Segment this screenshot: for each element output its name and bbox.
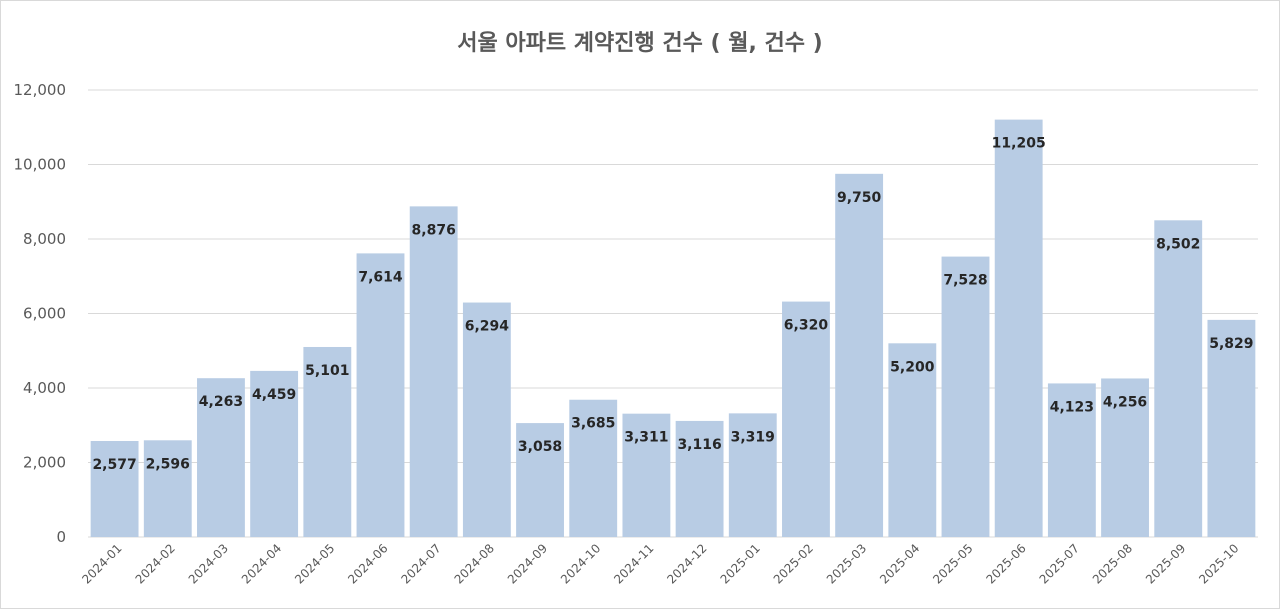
bar: [356, 253, 405, 538]
bar: [1154, 220, 1203, 537]
y-tick-label: 4,000: [23, 379, 66, 397]
data-label: 5,829: [1209, 336, 1253, 352]
x-tick-label: 2025-09: [1143, 541, 1188, 586]
bar: [888, 343, 937, 537]
bar: [1047, 383, 1096, 537]
x-tick-label: 2024-05: [292, 541, 337, 586]
data-label: 2,596: [146, 456, 190, 472]
data-label: 8,502: [1156, 236, 1200, 252]
x-tick-label: 2024-12: [664, 541, 709, 586]
y-axis-ticks: 0 2,000 4,000 6,000 8,000 10,000 12,000: [14, 81, 67, 546]
bars: [90, 119, 1256, 538]
bar: [516, 423, 564, 537]
x-tick-label: 2024-03: [186, 541, 231, 586]
bar: [835, 173, 884, 537]
data-label: 5,101: [305, 363, 349, 379]
x-tick-label: 2024-08: [452, 541, 497, 586]
data-label: 3,058: [518, 439, 562, 455]
bar: [941, 256, 990, 537]
x-tick-label: 2025-02: [771, 541, 816, 586]
x-tick-label: 2025-05: [930, 541, 975, 586]
bar: [250, 370, 299, 537]
y-tick-label: 10,000: [14, 156, 67, 174]
bar: [994, 119, 1043, 538]
data-label: 6,294: [465, 319, 510, 335]
data-label: 9,750: [837, 190, 882, 206]
data-labels: 2,577 2,596 4,263 4,459 5,101 7,614 8,876 6,294…: [92, 136, 1253, 473]
x-tick-label: 2024-11: [611, 541, 656, 586]
data-label: 4,263: [199, 394, 243, 410]
bar: [462, 302, 511, 537]
data-label: 3,116: [677, 437, 721, 453]
x-axis-ticks: 2024-01 2024-02 2024-03 2024-04 2024-05 2024-…: [79, 541, 1241, 586]
bar: [1101, 378, 1149, 537]
x-tick-label: 2025-01: [718, 541, 763, 586]
x-tick-label: 2024-02: [133, 541, 178, 586]
x-tick-label: 2025-04: [877, 541, 922, 586]
bar: [143, 440, 192, 537]
bar: [90, 441, 139, 537]
data-label: 7,614: [358, 269, 403, 285]
chart-title: 서울 아파트 계약진행 건수 ( 월, 건수 ): [457, 31, 822, 56]
x-tick-label: 2025-10: [1196, 541, 1241, 586]
x-tick-label: 2024-09: [505, 541, 550, 586]
data-label: 4,459: [252, 387, 296, 403]
bar: [622, 413, 671, 537]
y-tick-label: 2,000: [23, 454, 66, 472]
data-label: 5,200: [890, 359, 935, 375]
x-tick-label: 2025-07: [1037, 541, 1082, 586]
bar: [728, 413, 777, 537]
x-tick-label: 2024-01: [79, 541, 124, 586]
bar: [1207, 319, 1256, 537]
bar: [303, 346, 352, 537]
y-tick-label: 12,000: [14, 81, 67, 99]
y-tick-label: 8,000: [23, 230, 66, 248]
y-tick-label: 6,000: [23, 305, 66, 323]
x-tick-label: 2024-07: [398, 541, 443, 586]
data-label: 4,256: [1103, 394, 1147, 410]
x-tick-label: 2024-04: [239, 541, 284, 586]
bar: [569, 399, 618, 537]
bar: [782, 301, 830, 537]
data-label: 4,123: [1050, 399, 1094, 415]
data-label: 11,205: [992, 136, 1046, 152]
y-tick-label: 0: [56, 528, 66, 546]
x-tick-label: 2025-08: [1090, 541, 1135, 586]
data-label: 7,528: [943, 273, 987, 289]
data-label: 3,311: [624, 430, 668, 446]
bar: [197, 378, 245, 537]
bar: [409, 206, 458, 537]
data-label: 8,876: [412, 222, 456, 238]
data-label: 3,685: [571, 416, 615, 432]
x-tick-label: 2025-03: [824, 541, 869, 586]
bar: [675, 420, 724, 537]
data-label: 6,320: [784, 318, 829, 334]
x-tick-label: 2025-06: [983, 541, 1028, 586]
x-tick-label: 2024-10: [558, 541, 603, 586]
data-label: 3,319: [731, 429, 775, 445]
data-label: 2,577: [92, 457, 136, 473]
x-tick-label: 2024-06: [345, 541, 390, 586]
